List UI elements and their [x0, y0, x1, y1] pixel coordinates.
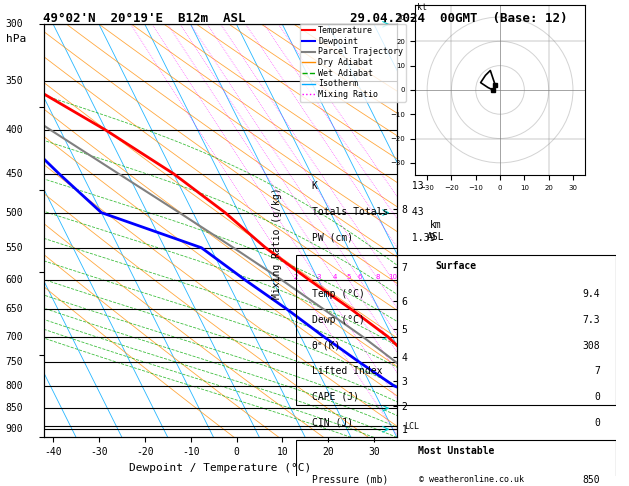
Text: 550: 550: [5, 243, 23, 253]
Text: 400: 400: [5, 125, 23, 136]
Text: Lifted Index: Lifted Index: [312, 366, 382, 376]
Text: hPa: hPa: [6, 34, 26, 44]
Text: 450: 450: [5, 169, 23, 179]
Text: 0: 0: [594, 417, 600, 428]
Text: 850: 850: [5, 403, 23, 413]
Text: 800: 800: [5, 381, 23, 391]
Text: 700: 700: [5, 331, 23, 342]
Text: 300: 300: [5, 19, 23, 29]
Text: 4: 4: [333, 274, 338, 280]
Text: 8: 8: [376, 274, 381, 280]
Text: 850: 850: [582, 475, 600, 485]
Text: 500: 500: [5, 208, 23, 218]
Text: 5: 5: [347, 274, 351, 280]
Text: Mixing Ratio (g/kg): Mixing Ratio (g/kg): [272, 187, 282, 299]
Text: Most Unstable: Most Unstable: [418, 446, 494, 456]
Text: 7: 7: [594, 366, 600, 376]
Text: 7.3: 7.3: [582, 315, 600, 325]
Text: 900: 900: [5, 424, 23, 434]
Text: 10: 10: [388, 274, 397, 280]
Text: 6: 6: [358, 274, 362, 280]
Text: Temp (°C): Temp (°C): [312, 290, 365, 299]
Text: PW (cm)          1.39: PW (cm) 1.39: [312, 232, 435, 242]
Text: Dewp (°C): Dewp (°C): [312, 315, 365, 325]
Text: CAPE (J): CAPE (J): [312, 392, 359, 402]
Text: CIN (J): CIN (J): [312, 417, 353, 428]
Text: 9.4: 9.4: [582, 290, 600, 299]
Text: 600: 600: [5, 275, 23, 285]
Text: © weatheronline.co.uk: © weatheronline.co.uk: [420, 474, 524, 484]
Text: kt: kt: [418, 3, 428, 12]
Text: Totals Totals    43: Totals Totals 43: [312, 207, 423, 217]
Y-axis label: km
ASL: km ASL: [426, 220, 444, 242]
Text: 308: 308: [582, 341, 600, 351]
Text: 3: 3: [316, 274, 321, 280]
Text: Surface: Surface: [435, 261, 477, 271]
Text: LCL: LCL: [404, 421, 419, 431]
Text: Pressure (mb): Pressure (mb): [312, 475, 388, 485]
Legend: Temperature, Dewpoint, Parcel Trajectory, Dry Adiabat, Wet Adiabat, Isotherm, Mi: Temperature, Dewpoint, Parcel Trajectory…: [300, 24, 406, 102]
Text: 2: 2: [293, 274, 298, 280]
Text: 29.04.2024  00GMT  (Base: 12): 29.04.2024 00GMT (Base: 12): [350, 12, 568, 25]
Bar: [296, 255, 616, 405]
Text: θᵉ(K): θᵉ(K): [312, 341, 341, 351]
Text: 750: 750: [5, 357, 23, 367]
Text: 49°02'N  20°19'E  B12m  ASL: 49°02'N 20°19'E B12m ASL: [43, 12, 246, 25]
Text: 650: 650: [5, 304, 23, 314]
X-axis label: Dewpoint / Temperature (°C): Dewpoint / Temperature (°C): [130, 463, 311, 473]
Bar: [296, 440, 616, 486]
Text: 0: 0: [594, 392, 600, 402]
Text: 350: 350: [5, 76, 23, 86]
Text: K                13: K 13: [312, 181, 423, 191]
